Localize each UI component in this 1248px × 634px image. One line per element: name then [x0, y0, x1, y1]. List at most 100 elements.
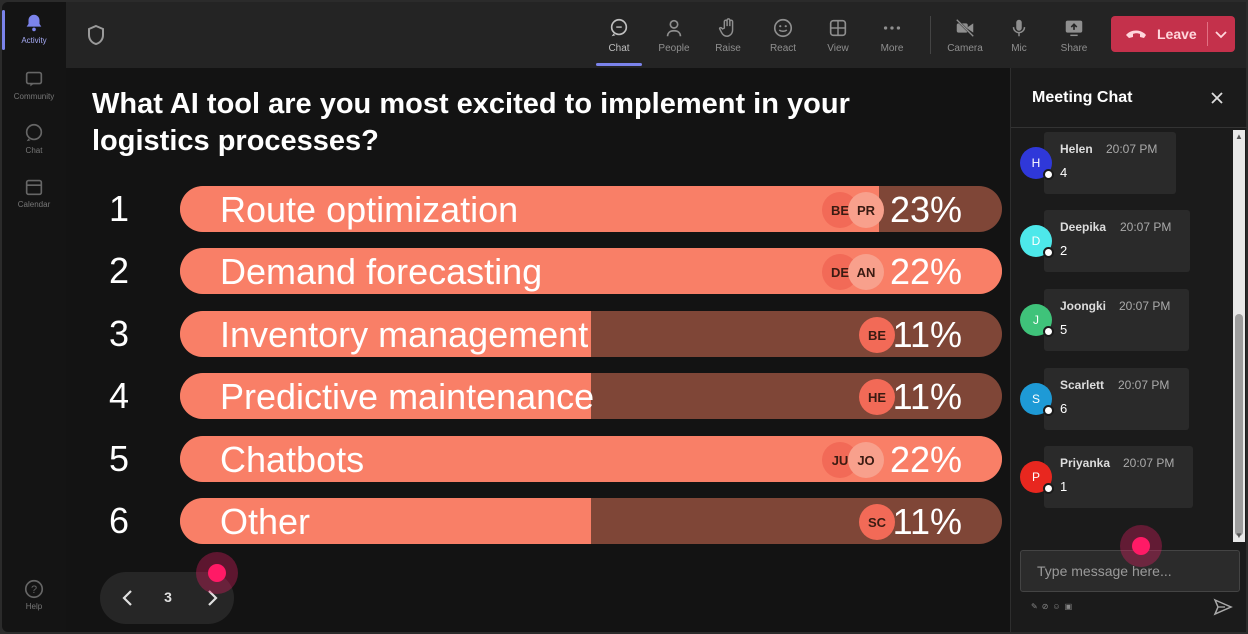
poll-bar-fill: [180, 186, 879, 232]
avatar-initial: P: [1031, 470, 1040, 484]
avatar-initial: J: [1033, 313, 1039, 327]
avatar-initial: H: [1031, 156, 1041, 170]
people-button[interactable]: People: [649, 2, 699, 68]
poll-option-percent: 11%: [892, 501, 962, 542]
scroll-up-arrow[interactable]: ▲: [1235, 132, 1243, 141]
chevron-left-icon[interactable]: [116, 586, 140, 610]
rail-item-label: Community: [13, 92, 55, 101]
poll-option-row[interactable]: 2 Demand forecasting DE AN 22%: [66, 248, 1010, 296]
avatar[interactable]: S: [1020, 383, 1054, 416]
more-button[interactable]: More: [867, 2, 917, 68]
chat-icon: [25, 123, 43, 142]
attach-icon[interactable]: ⊘: [1041, 602, 1049, 611]
rail-item-chat[interactable]: Chat: [2, 122, 66, 155]
poll-option-percent: 23%: [889, 189, 962, 230]
poll-option-number: 4: [108, 375, 130, 416]
poll-bar-fill: [180, 498, 591, 544]
leave-divider: [1207, 22, 1208, 46]
chat-scrollbar[interactable]: ▲ ▼: [1233, 130, 1245, 542]
rail-item-community[interactable]: Community: [2, 68, 66, 101]
poll-option-label: Predictive maintenance: [220, 376, 595, 417]
chat-message[interactable]: Helen 20:07 PM 4: [1044, 132, 1176, 194]
poll-option-row[interactable]: 1 Route optimization BE PR 23%: [66, 186, 1010, 234]
avatar-initial: D: [1031, 234, 1041, 248]
more-dots-icon: [883, 25, 901, 30]
chat-button[interactable]: Chat: [594, 2, 644, 68]
mic-button[interactable]: Mic: [994, 2, 1044, 68]
view-button-label: View: [827, 42, 849, 54]
scroll-down-arrow[interactable]: ▼: [1235, 531, 1243, 540]
chat-title: Meeting Chat: [1032, 89, 1133, 106]
chevron-down-icon[interactable]: [1214, 27, 1228, 41]
chat-message[interactable]: Priyanka 20:07 PM 1: [1044, 446, 1193, 508]
camera-button[interactable]: Camera: [940, 2, 990, 68]
respondent-chip: JO: [848, 442, 884, 478]
chevron-right-icon[interactable]: [200, 586, 224, 610]
poll-result-bar[interactable]: Inventory management BE 11%: [180, 311, 1002, 357]
calendar-icon: [25, 179, 43, 196]
message-author: Helen: [1060, 142, 1093, 156]
poll-option-row[interactable]: 3 Inventory management BE 11%: [66, 311, 1010, 359]
poll-option-row[interactable]: 4 Predictive maintenance HE 11%: [66, 373, 1010, 421]
poll-option-number: 2: [108, 250, 130, 291]
respondent-chip: SC: [859, 504, 895, 540]
app-rail: Activity Community Chat Calendar ? Help: [2, 2, 66, 632]
chat-message[interactable]: Deepika 20:07 PM 2: [1044, 210, 1190, 272]
avatar[interactable]: D: [1020, 225, 1054, 258]
community-icon: [25, 71, 43, 87]
message-text: 5: [1060, 322, 1068, 337]
poll-result-bar[interactable]: Chatbots JU JO 22%: [180, 436, 1002, 482]
chat-message[interactable]: Scarlett 20:07 PM 6: [1044, 368, 1189, 430]
raise-hand-button[interactable]: Raise: [703, 2, 753, 68]
message-author: Deepika: [1060, 220, 1107, 234]
poll-result-bar[interactable]: Predictive maintenance HE 11%: [180, 373, 1002, 419]
chat-message[interactable]: Joongki 20:07 PM 5: [1044, 289, 1189, 351]
presence-indicator: [1043, 405, 1054, 416]
rail-item-activity[interactable]: Activity: [2, 12, 66, 45]
camera-button-label: Camera: [947, 42, 983, 54]
svg-text:?: ?: [31, 584, 37, 596]
message-text: 1: [1060, 479, 1068, 494]
avatar[interactable]: J: [1020, 304, 1054, 337]
poll-option-label: Inventory management: [220, 314, 589, 355]
message-text: 2: [1060, 243, 1068, 258]
message-text: 6: [1060, 401, 1068, 416]
meeting-toolbar: Chat People Raise React View More Camera…: [66, 2, 1246, 68]
poll-option-row[interactable]: 5 Chatbots JU JO 22%: [66, 436, 1010, 484]
format-icon[interactable]: ✎: [1031, 602, 1038, 611]
gif-icon[interactable]: ▣: [1064, 602, 1073, 611]
close-icon[interactable]: [1209, 90, 1225, 106]
presence-indicator: [1043, 247, 1054, 258]
poll-option-number: 1: [108, 188, 130, 229]
hang-up-icon: [1126, 30, 1146, 38]
message-input[interactable]: [1021, 551, 1239, 591]
poll-option-label: Demand forecasting: [220, 251, 543, 292]
people-icon: [666, 19, 682, 36]
poll-result-bar[interactable]: Demand forecasting DE AN 22%: [180, 248, 1002, 294]
poll-option-row[interactable]: 6 Other SC 11%: [66, 498, 1010, 546]
poll-result-bar[interactable]: Route optimization BE PR 23%: [180, 186, 1002, 232]
raise-hand-icon: [718, 17, 734, 37]
react-button[interactable]: React: [758, 2, 808, 68]
poll-option-percent: 11%: [892, 314, 962, 355]
avatar[interactable]: P: [1020, 461, 1054, 494]
view-button[interactable]: View: [813, 2, 863, 68]
people-button-label: People: [658, 42, 690, 54]
rail-item-calendar[interactable]: Calendar: [2, 176, 66, 209]
poll-bar-fill: [180, 373, 591, 419]
message-author: Joongki: [1060, 299, 1107, 313]
emoji-icon[interactable]: ☺: [1052, 602, 1061, 611]
share-button[interactable]: Share: [1049, 2, 1099, 68]
presence-indicator: [1043, 326, 1054, 337]
shield-icon[interactable]: [86, 24, 106, 46]
leave-button[interactable]: Leave: [1111, 16, 1235, 52]
mic-icon: [1012, 19, 1026, 36]
send-icon[interactable]: [1213, 598, 1233, 616]
poll-result-bar[interactable]: Other SC 11%: [180, 498, 1002, 544]
poll-stage: What AI tool are you most excited to imp…: [66, 68, 1010, 632]
avatar[interactable]: H: [1020, 147, 1054, 180]
scroll-thumb[interactable]: [1235, 314, 1243, 536]
message-author: Scarlett: [1060, 378, 1105, 392]
rail-item-help[interactable]: ? Help: [2, 578, 66, 611]
message-author: Priyanka: [1060, 456, 1111, 470]
